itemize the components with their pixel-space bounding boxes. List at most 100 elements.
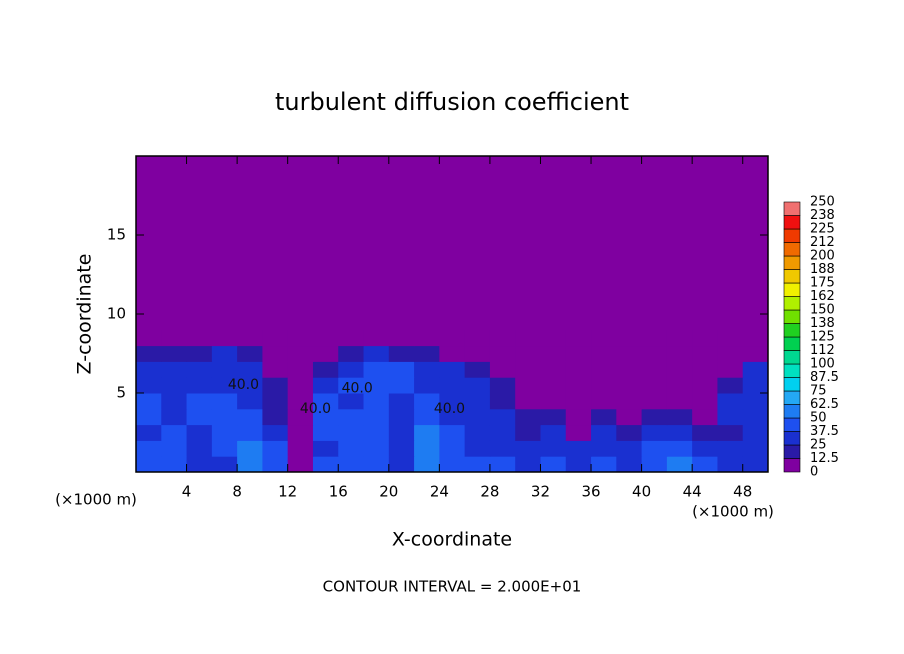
field-cell <box>388 440 415 457</box>
field-cell <box>186 393 213 410</box>
x-tick-label: 4 <box>182 483 192 501</box>
field-cell <box>464 424 491 441</box>
field-cell <box>338 440 365 457</box>
field-cell <box>616 361 643 378</box>
field-cell <box>338 408 365 426</box>
field-cell <box>287 440 314 457</box>
x-tick-label: 12 <box>278 483 297 501</box>
field-cell <box>540 456 567 473</box>
contour-label: 40.0 <box>228 377 259 393</box>
x-tick-label: 48 <box>733 483 752 501</box>
field-cell <box>287 393 314 410</box>
field-cell <box>439 393 466 410</box>
field-cell <box>591 424 617 441</box>
field-cell <box>414 329 440 347</box>
field-cell <box>692 424 718 441</box>
colorbar-swatch <box>783 228 801 243</box>
field-cell <box>515 329 541 347</box>
colorbar-label: 250 <box>810 195 835 210</box>
field-cell <box>616 440 643 457</box>
field-cell <box>439 424 466 441</box>
field-cell <box>717 424 744 441</box>
field-cell <box>186 377 213 394</box>
field-cell <box>641 393 668 410</box>
field-cell <box>666 424 693 441</box>
field-cell <box>312 408 339 426</box>
field-cell <box>338 345 365 362</box>
field-cell <box>287 456 314 473</box>
field-cell <box>666 440 693 457</box>
field-cell <box>312 393 339 410</box>
field-cell <box>742 393 769 410</box>
field-cell <box>237 440 263 457</box>
field-cell <box>388 408 415 426</box>
field-cell <box>186 456 213 473</box>
field-cell <box>363 345 390 362</box>
field-cell <box>565 329 592 347</box>
field-cell <box>363 329 390 347</box>
field-cell <box>742 377 769 394</box>
field-cell <box>439 345 466 362</box>
field-cell <box>666 408 693 426</box>
field-cell <box>414 440 440 457</box>
field-cell <box>312 424 339 441</box>
field-cell <box>312 329 339 347</box>
field-cell <box>692 361 718 378</box>
field-cell <box>287 345 314 362</box>
field-cell <box>742 456 769 473</box>
field-cell <box>565 345 592 362</box>
x-axis-label: X-coordinate <box>392 529 512 551</box>
field-cell <box>414 456 440 473</box>
x-tick-label: 28 <box>480 483 499 501</box>
field-cell <box>464 408 491 426</box>
field-cell <box>237 345 263 362</box>
colorbar-label: 175 <box>810 276 835 291</box>
field-cell <box>388 424 415 441</box>
field-cell <box>136 377 162 394</box>
field-cell <box>565 424 592 441</box>
field-cell <box>237 393 263 410</box>
field-cell <box>515 440 541 457</box>
field-cell <box>262 329 289 347</box>
field-cell <box>464 456 491 473</box>
field-cell <box>287 377 314 394</box>
field-cell <box>363 424 390 441</box>
field-cell <box>565 377 592 394</box>
field-cell <box>464 377 491 394</box>
x-tick-label: 24 <box>430 483 449 501</box>
field-cell <box>388 329 415 347</box>
field-cell <box>565 393 592 410</box>
x-unit-left: (×1000 m) <box>55 491 137 509</box>
colorbar-swatch <box>783 444 801 459</box>
field-cell <box>237 456 263 473</box>
field-cell <box>287 329 314 347</box>
field-cell <box>136 440 162 457</box>
field-cell <box>717 329 744 347</box>
field-cell <box>388 361 415 378</box>
colorbar-label: 75 <box>810 384 827 399</box>
field-cell <box>363 393 390 410</box>
field-cell <box>161 440 188 457</box>
field-cell <box>489 408 516 426</box>
field-cell <box>363 440 390 457</box>
colorbar-swatch <box>783 458 801 473</box>
field-cell <box>136 408 162 426</box>
field-cell <box>136 345 162 362</box>
colorbar-label: 200 <box>810 249 835 264</box>
field-cell <box>489 440 516 457</box>
field-cell <box>186 440 213 457</box>
y-tick-label: 10 <box>107 305 126 323</box>
field-cell <box>666 329 693 347</box>
field-cell <box>136 424 162 441</box>
field-cell <box>666 377 693 394</box>
colorbar-label: 225 <box>810 222 835 237</box>
field-cell <box>388 377 415 394</box>
field-cell <box>439 329 466 347</box>
field-cell <box>591 345 617 362</box>
field-cell <box>161 361 188 378</box>
field-cell <box>717 393 744 410</box>
field-cell <box>515 377 541 394</box>
field-cell <box>717 377 744 394</box>
field-cell <box>414 424 440 441</box>
field-cell <box>692 408 718 426</box>
